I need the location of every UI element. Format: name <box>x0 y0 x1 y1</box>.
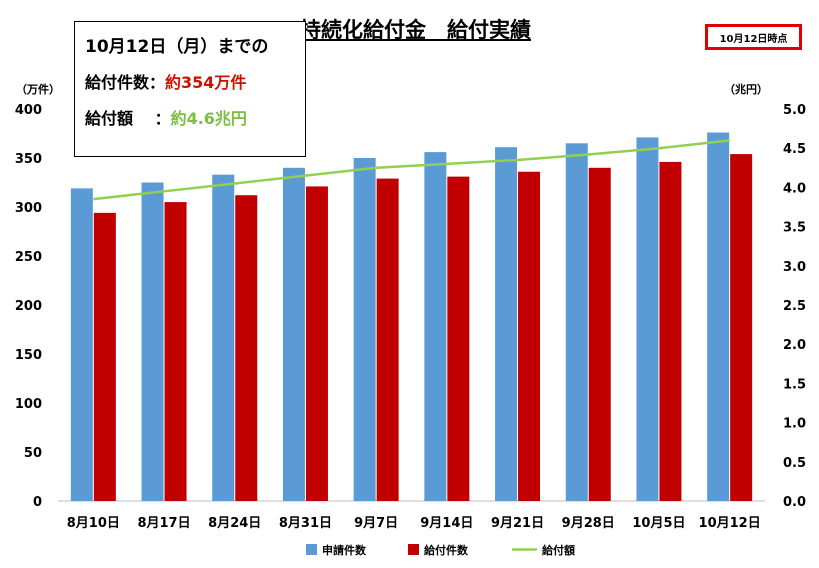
x-tick-label: 10月12日 <box>699 516 761 531</box>
summary-box: 10月12日（月）までの 給付件数：約354万件 給付額 ：約4.6兆円 <box>74 21 306 157</box>
x-tick-label: 9月28日 <box>562 516 615 531</box>
y2-tick-label: 2.5 <box>783 299 806 314</box>
x-tick-label: 9月7日 <box>354 516 398 531</box>
summary-count-value: 約354万件 <box>165 73 247 92</box>
right-axis-unit: （兆円） <box>724 82 768 96</box>
bar-payments <box>447 176 470 501</box>
bar-applications <box>212 174 235 501</box>
legend-label-amount: 給付額 <box>542 543 575 557</box>
bar-applications <box>70 188 93 501</box>
y-tick-label: 100 <box>15 397 42 412</box>
bar-applications <box>353 158 376 501</box>
bar-payments <box>235 195 258 502</box>
y2-tick-label: 0.5 <box>783 456 806 471</box>
y2-tick-label: 5.0 <box>783 103 806 118</box>
summary-amount-label: 給付額 ： <box>85 109 171 128</box>
y2-tick-label: 1.0 <box>783 417 806 432</box>
line-amount <box>93 139 730 201</box>
summary-count-label: 給付件数： <box>85 73 166 92</box>
x-tick-label: 8月24日 <box>208 516 261 531</box>
legend: 申請件数 給付件数 給付額 <box>306 543 575 557</box>
bar-payments <box>164 202 187 501</box>
bar-applications <box>424 152 447 501</box>
x-tick-label: 9月21日 <box>491 516 544 531</box>
summary-count-row: 給付件数：約354万件 <box>85 69 305 93</box>
legend-swatch-applications <box>306 544 317 555</box>
x-tick-label: 8月10日 <box>67 516 120 531</box>
y2-tick-label: 0.0 <box>783 495 806 510</box>
x-tick-label: 8月17日 <box>137 516 190 531</box>
bar-payments <box>376 178 399 501</box>
y2-tick-label: 4.5 <box>783 142 806 157</box>
legend-label-applications: 申請件数 <box>322 543 367 557</box>
y-tick-label: 250 <box>15 250 42 265</box>
category-axis-labels: 8月10日 8月17日 8月24日 8月31日 9月7日 9月14日 9月21日 9月28日 1… <box>67 516 761 531</box>
bar-applications <box>565 143 588 502</box>
bar-payments <box>659 161 682 502</box>
y-tick-label: 50 <box>24 446 42 461</box>
bar-applications <box>707 132 730 501</box>
y-tick-label: 150 <box>15 348 42 363</box>
y-tick-label: 350 <box>15 152 42 167</box>
summary-amount-value: 約4.6兆円 <box>170 109 247 128</box>
x-tick-label: 9月14日 <box>420 516 473 531</box>
chart-title: 持続化給付金 給付実績 <box>300 18 531 42</box>
bar-applications <box>495 147 518 501</box>
bars-layer <box>70 132 753 502</box>
y2-tick-label: 4.0 <box>783 181 806 196</box>
summary-amount-row: 給付額 ：約4.6兆円 <box>85 105 305 129</box>
left-axis-ticks: 0 50 100 150 200 250 300 350 400 <box>15 103 42 510</box>
summary-heading: 10月12日（月）までの <box>85 37 269 57</box>
line-layer <box>93 139 730 201</box>
y-tick-label: 200 <box>15 299 42 314</box>
bar-payments <box>588 167 611 502</box>
bar-applications <box>282 167 305 502</box>
bar-payments <box>305 186 328 502</box>
y2-tick-label: 2.0 <box>783 338 806 353</box>
left-axis-unit: （万件） <box>16 82 60 96</box>
bar-payments <box>93 212 116 501</box>
bar-payments <box>518 171 541 501</box>
y2-tick-label: 3.0 <box>783 260 806 275</box>
y-tick-label: 400 <box>15 103 42 118</box>
bar-applications <box>141 182 164 501</box>
legend-swatch-payments <box>408 544 419 555</box>
x-tick-label: 10月5日 <box>632 516 685 531</box>
y2-tick-label: 1.5 <box>783 377 806 392</box>
right-axis-ticks: 0.0 0.5 1.0 1.5 2.0 2.5 3.0 3.5 4.0 4.5 5.0 <box>783 103 806 510</box>
bar-payments <box>730 154 753 501</box>
y-tick-label: 300 <box>15 201 42 216</box>
y-tick-label: 0 <box>33 495 42 510</box>
bar-applications <box>636 137 659 502</box>
y2-tick-label: 3.5 <box>783 221 806 236</box>
legend-label-payments: 給付件数 <box>424 543 469 557</box>
x-tick-label: 8月31日 <box>279 516 332 531</box>
as-of-badge: 10月12日時点 <box>705 24 802 50</box>
